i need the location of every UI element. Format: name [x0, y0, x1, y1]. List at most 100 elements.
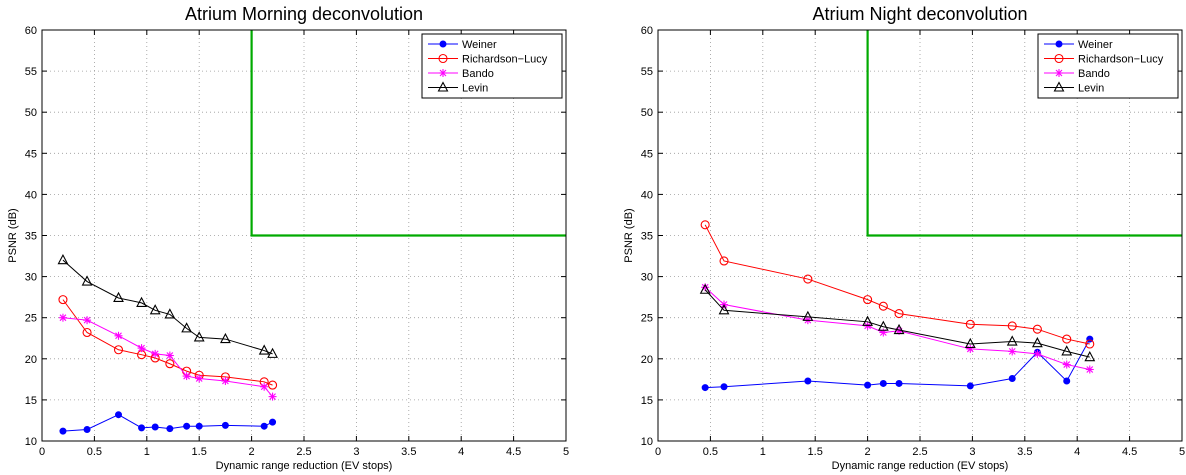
legend-item: Richardson−Lucy [1044, 54, 1164, 66]
marker-dot [221, 421, 229, 429]
y-axis-label: PSNR (dB) [623, 208, 635, 262]
marker-triangle [964, 337, 976, 349]
marker-dot [166, 425, 174, 433]
legend-label: Weiner [1078, 39, 1113, 51]
marker-circle [719, 256, 729, 266]
y-tick-label: 20 [641, 354, 653, 366]
legend: Weiner Richardson−Lucy Bando Levin [421, 33, 563, 99]
x-tick-label: 3 [969, 446, 975, 458]
marker-triangle [893, 323, 905, 335]
marker-circle [878, 301, 888, 311]
marker-dot [138, 424, 146, 432]
marker-circle [1062, 334, 1072, 344]
marker-triangle [219, 332, 231, 344]
threshold-line [866, 30, 1182, 237]
marker-star [439, 69, 447, 77]
marker-triangle [1031, 337, 1043, 348]
marker-dot [1055, 40, 1063, 48]
y-tick-label: 10 [25, 436, 37, 448]
x-tick-label: 4.5 [506, 446, 521, 458]
series-levin [57, 253, 278, 358]
marker-star [58, 313, 67, 322]
marker-star [137, 344, 146, 353]
legend-label: Levin [1078, 83, 1104, 95]
marker-circle [1032, 324, 1042, 334]
marker-triangle [113, 291, 124, 303]
marker-triangle [1006, 335, 1018, 346]
marker-circle [58, 295, 68, 305]
legend-label: Bando [462, 68, 494, 80]
legend-item: Levin [1044, 81, 1104, 95]
marker-circle [965, 319, 975, 329]
marker-dot [269, 418, 277, 426]
x-tick-label: 0.5 [703, 446, 718, 458]
marker-dot [864, 381, 872, 389]
marker-star [1033, 349, 1042, 358]
x-tick-label: 3 [353, 446, 359, 458]
marker-dot [83, 425, 91, 433]
x-tick-label: 1.5 [192, 446, 207, 458]
y-tick-label: 45 [25, 148, 37, 160]
marker-triangle [1053, 81, 1065, 92]
x-tick-label: 5 [563, 446, 569, 458]
marker-star [221, 376, 230, 385]
axes-frame [41, 29, 567, 442]
marker-dot [720, 383, 728, 391]
marker-triangle [57, 253, 69, 265]
marker-dot [1063, 377, 1071, 385]
y-tick-label: 50 [25, 107, 37, 119]
marker-star [182, 372, 191, 381]
legend-label: Levin [462, 83, 488, 95]
marker-circle [165, 359, 175, 369]
marker-triangle [164, 308, 176, 319]
x-tick-label: 4.5 [1122, 446, 1137, 458]
marker-star [1085, 365, 1094, 374]
y-tick-label: 60 [641, 25, 653, 37]
marker-star [151, 349, 160, 358]
y-tick-label: 40 [641, 189, 653, 201]
x-tick-label: 2 [865, 446, 871, 458]
marker-triangle [802, 310, 814, 321]
y-tick-label: 25 [25, 313, 37, 325]
y-axis-label: PSNR (dB) [7, 208, 19, 262]
legend-item: Bando [428, 68, 494, 80]
series-weiner [59, 411, 277, 435]
x-tick-label: 2 [249, 446, 255, 458]
x-tick-label: 4 [1074, 446, 1080, 458]
x-tick-label: 3.5 [1017, 446, 1032, 458]
marker-circle [894, 309, 904, 319]
x-tick-label: 2.5 [296, 446, 311, 458]
marker-dot [895, 379, 903, 387]
marker-star [1055, 69, 1063, 77]
marker-star [165, 351, 174, 360]
marker-dot [195, 422, 203, 430]
marker-triangle [149, 304, 161, 315]
y-tick-label: 35 [25, 231, 37, 243]
y-tick-label: 10 [641, 436, 653, 448]
marker-dot [59, 427, 67, 435]
x-tick-label: 2.5 [912, 446, 927, 458]
chart-title: Atrium Morning deconvolution [185, 4, 423, 24]
legend-item: Bando [1044, 68, 1110, 80]
x-tick-label: 0.5 [87, 446, 102, 458]
x-tick-label: 3.5 [401, 446, 416, 458]
x-tick-label: 1 [144, 446, 150, 458]
legend-label: Richardson−Lucy [1078, 54, 1164, 66]
marker-dot [183, 422, 191, 430]
marker-triangle [699, 283, 711, 294]
threshold-line [250, 30, 566, 237]
marker-dot [804, 377, 812, 385]
marker-triangle [193, 331, 205, 342]
y-tick-label: 35 [641, 231, 653, 243]
chart-1: 0 0.5 1 1.5 2 2.5 3 3.5 4 4.5 5 10 15 20 25 30 35 40 45 50 5… [7, 4, 569, 472]
marker-dot [260, 422, 268, 430]
x-tick-label: 4 [458, 446, 464, 458]
marker-circle [268, 380, 278, 390]
legend-item: Weiner [428, 39, 497, 51]
legend: Weiner Richardson−Lucy Bando Levin [1037, 33, 1179, 99]
y-tick-label: 15 [641, 395, 653, 407]
series-bando [58, 313, 277, 401]
marker-star [268, 392, 277, 401]
y-tick-label: 15 [25, 395, 37, 407]
